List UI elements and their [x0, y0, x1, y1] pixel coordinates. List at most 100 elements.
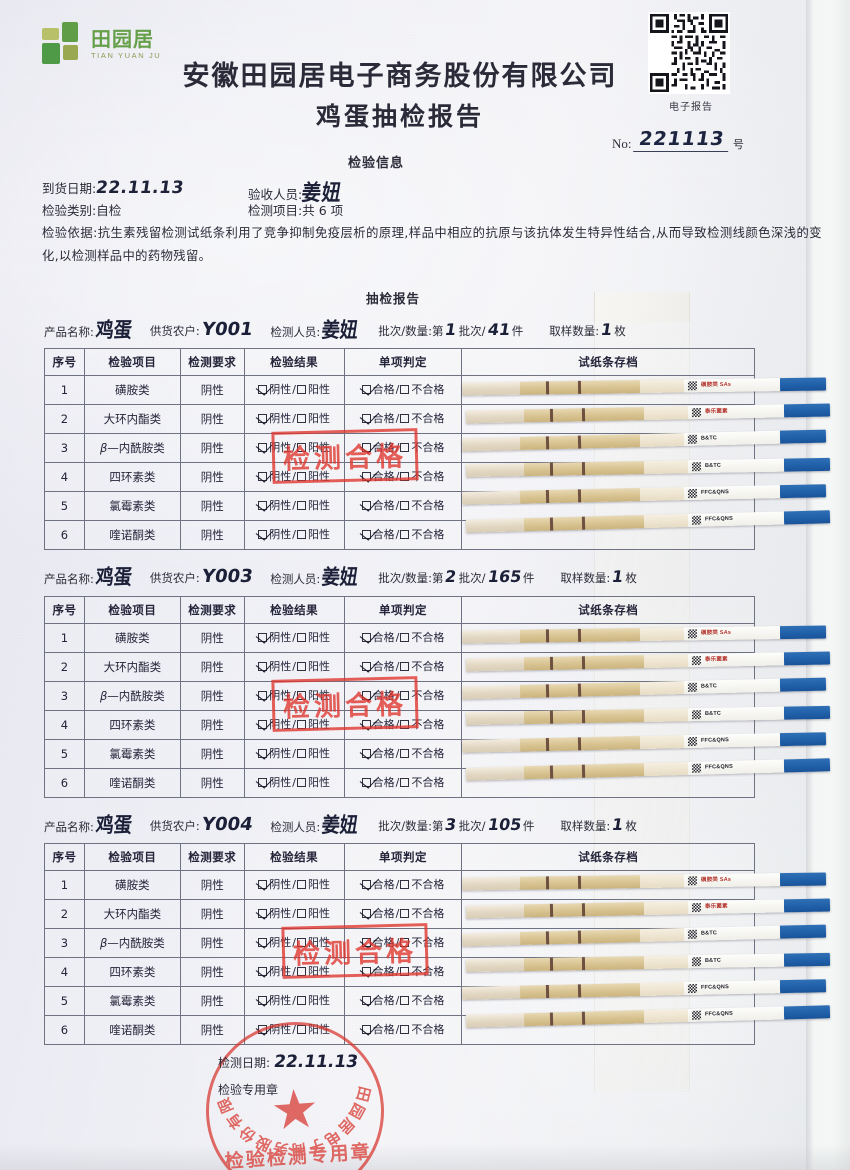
checkbox-group[interactable]: 合格 / 不合格 [361, 376, 444, 403]
checkbox-unchecked-icon[interactable] [297, 938, 306, 947]
row-result-checkboxes[interactable]: 阴性 / 阳性 [243, 957, 345, 987]
checkbox-group[interactable]: 合格 / 不合格 [361, 711, 444, 738]
checkbox-group[interactable]: 合格 / 不合格 [361, 900, 444, 927]
checkbox-unchecked-icon[interactable] [297, 749, 306, 758]
checkbox-group[interactable]: 合格 / 不合格 [361, 653, 444, 680]
checkbox-unchecked-icon[interactable] [400, 720, 410, 729]
row-result-checkboxes[interactable]: 阴性 / 阳性 [243, 404, 345, 434]
checkbox-checked-icon[interactable] [361, 385, 371, 394]
qr-code-icon[interactable] [648, 12, 730, 94]
row-judgement-checkboxes[interactable]: 合格 / 不合格 [343, 375, 463, 405]
checkbox-unchecked-icon[interactable] [297, 720, 306, 729]
checkbox-unchecked-icon[interactable] [297, 996, 306, 1005]
checkbox-group[interactable]: 合格 / 不合格 [361, 1016, 444, 1043]
checkbox-unchecked-icon[interactable] [400, 1025, 410, 1034]
checkbox-unchecked-icon[interactable] [400, 938, 410, 947]
checkbox-group[interactable]: 合格 / 不合格 [361, 463, 444, 490]
checkbox-group[interactable]: 合格 / 不合格 [361, 624, 444, 651]
checkbox-unchecked-icon[interactable] [297, 443, 306, 452]
checkbox-group[interactable]: 阴性 / 阳性 [258, 987, 330, 1014]
checkbox-unchecked-icon[interactable] [297, 880, 306, 889]
checkbox-checked-icon[interactable] [361, 662, 371, 671]
checkbox-group[interactable]: 阴性 / 阳性 [258, 1016, 330, 1043]
row-result-checkboxes[interactable]: 阴性 / 阳性 [243, 928, 345, 958]
checkbox-checked-icon[interactable] [258, 749, 268, 758]
checkbox-unchecked-icon[interactable] [400, 414, 410, 423]
checkbox-checked-icon[interactable] [361, 530, 371, 539]
checkbox-unchecked-icon[interactable] [297, 530, 306, 539]
row-judgement-checkboxes[interactable]: 合格 / 不合格 [343, 520, 463, 550]
checkbox-checked-icon[interactable] [361, 909, 371, 918]
row-judgement-checkboxes[interactable]: 合格 / 不合格 [343, 957, 463, 987]
row-judgement-checkboxes[interactable]: 合格 / 不合格 [343, 623, 463, 653]
checkbox-unchecked-icon[interactable] [400, 909, 410, 918]
checkbox-checked-icon[interactable] [258, 501, 268, 510]
checkbox-checked-icon[interactable] [361, 443, 371, 452]
checkbox-group[interactable]: 合格 / 不合格 [361, 492, 444, 519]
checkbox-group[interactable]: 阴性 / 阳性 [258, 711, 330, 738]
checkbox-checked-icon[interactable] [258, 1025, 268, 1034]
checkbox-group[interactable]: 合格 / 不合格 [361, 958, 444, 985]
checkbox-checked-icon[interactable] [361, 691, 371, 700]
row-result-checkboxes[interactable]: 阴性 / 阳性 [243, 652, 345, 682]
checkbox-unchecked-icon[interactable] [297, 472, 306, 481]
row-judgement-checkboxes[interactable]: 合格 / 不合格 [343, 1015, 463, 1045]
checkbox-group[interactable]: 阴性 / 阳性 [258, 492, 330, 519]
checkbox-checked-icon[interactable] [361, 501, 371, 510]
checkbox-checked-icon[interactable] [361, 967, 371, 976]
row-judgement-checkboxes[interactable]: 合格 / 不合格 [343, 404, 463, 434]
checkbox-group[interactable]: 合格 / 不合格 [361, 405, 444, 432]
electronic-report-qr[interactable]: 电子报告 [648, 12, 734, 113]
checkbox-unchecked-icon[interactable] [297, 662, 306, 671]
checkbox-unchecked-icon[interactable] [400, 691, 410, 700]
row-result-checkboxes[interactable]: 阴性 / 阳性 [243, 986, 345, 1016]
checkbox-checked-icon[interactable] [258, 996, 268, 1005]
checkbox-checked-icon[interactable] [258, 880, 268, 889]
checkbox-unchecked-icon[interactable] [400, 662, 410, 671]
checkbox-checked-icon[interactable] [361, 1025, 371, 1034]
row-result-checkboxes[interactable]: 阴性 / 阳性 [243, 462, 345, 492]
checkbox-group[interactable]: 阴性 / 阳性 [258, 521, 330, 548]
checkbox-group[interactable]: 阴性 / 阳性 [258, 405, 330, 432]
checkbox-unchecked-icon[interactable] [297, 414, 306, 423]
checkbox-unchecked-icon[interactable] [400, 996, 410, 1005]
checkbox-unchecked-icon[interactable] [400, 530, 410, 539]
checkbox-checked-icon[interactable] [258, 472, 268, 481]
checkbox-checked-icon[interactable] [361, 880, 371, 889]
row-result-checkboxes[interactable]: 阴性 / 阳性 [243, 520, 345, 550]
checkbox-checked-icon[interactable] [361, 472, 371, 481]
checkbox-unchecked-icon[interactable] [297, 909, 306, 918]
checkbox-group[interactable]: 阴性 / 阳性 [258, 463, 330, 490]
checkbox-checked-icon[interactable] [258, 967, 268, 976]
checkbox-group[interactable]: 合格 / 不合格 [361, 521, 444, 548]
checkbox-checked-icon[interactable] [258, 385, 268, 394]
checkbox-checked-icon[interactable] [258, 633, 268, 642]
checkbox-checked-icon[interactable] [361, 720, 371, 729]
checkbox-unchecked-icon[interactable] [297, 691, 306, 700]
checkbox-group[interactable]: 阴性 / 阳性 [258, 376, 330, 403]
checkbox-checked-icon[interactable] [258, 938, 268, 947]
checkbox-unchecked-icon[interactable] [400, 472, 410, 481]
checkbox-unchecked-icon[interactable] [400, 501, 410, 510]
checkbox-unchecked-icon[interactable] [400, 749, 410, 758]
row-result-checkboxes[interactable]: 阴性 / 阳性 [243, 681, 345, 711]
checkbox-checked-icon[interactable] [361, 633, 371, 642]
checkbox-group[interactable]: 合格 / 不合格 [361, 871, 444, 898]
checkbox-unchecked-icon[interactable] [297, 633, 306, 642]
checkbox-unchecked-icon[interactable] [297, 1025, 306, 1034]
checkbox-checked-icon[interactable] [361, 778, 371, 787]
checkbox-group[interactable]: 合格 / 不合格 [361, 740, 444, 767]
checkbox-unchecked-icon[interactable] [400, 443, 410, 452]
row-result-checkboxes[interactable]: 阴性 / 阳性 [243, 739, 345, 769]
checkbox-unchecked-icon[interactable] [400, 385, 410, 394]
checkbox-checked-icon[interactable] [361, 749, 371, 758]
checkbox-group[interactable]: 阴性 / 阳性 [258, 929, 330, 956]
checkbox-unchecked-icon[interactable] [400, 967, 410, 976]
checkbox-checked-icon[interactable] [361, 938, 371, 947]
row-judgement-checkboxes[interactable]: 合格 / 不合格 [343, 681, 463, 711]
row-judgement-checkboxes[interactable]: 合格 / 不合格 [343, 491, 463, 521]
row-judgement-checkboxes[interactable]: 合格 / 不合格 [343, 462, 463, 492]
row-result-checkboxes[interactable]: 阴性 / 阳性 [243, 768, 345, 798]
row-result-checkboxes[interactable]: 阴性 / 阳性 [243, 433, 345, 463]
row-judgement-checkboxes[interactable]: 合格 / 不合格 [343, 739, 463, 769]
